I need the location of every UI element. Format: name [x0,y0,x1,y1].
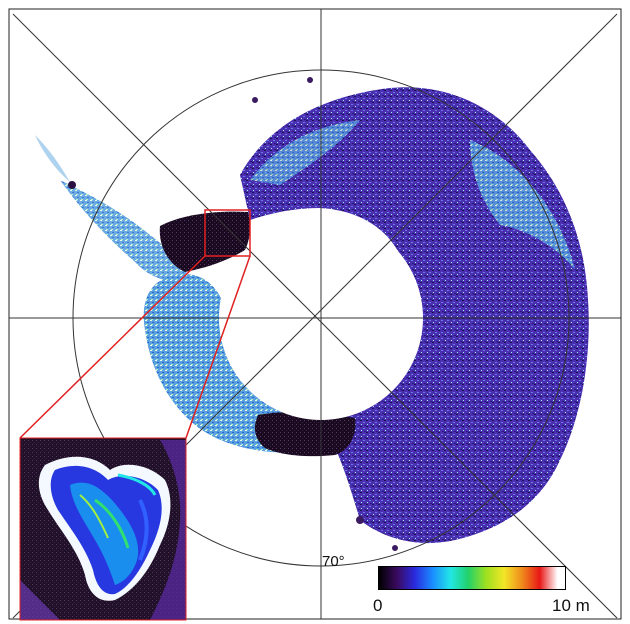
colorbar-max-label: 10 m [552,596,590,615]
latitude-label-70: 70° [322,553,345,570]
colorbar [378,566,566,590]
zoom-line-left [19,255,206,439]
zoom-line-right [185,255,251,439]
inset-border [19,437,187,621]
zoom-box [204,209,251,257]
inset-zoom [20,438,186,620]
colorbar-min-label: 0 [373,596,383,615]
